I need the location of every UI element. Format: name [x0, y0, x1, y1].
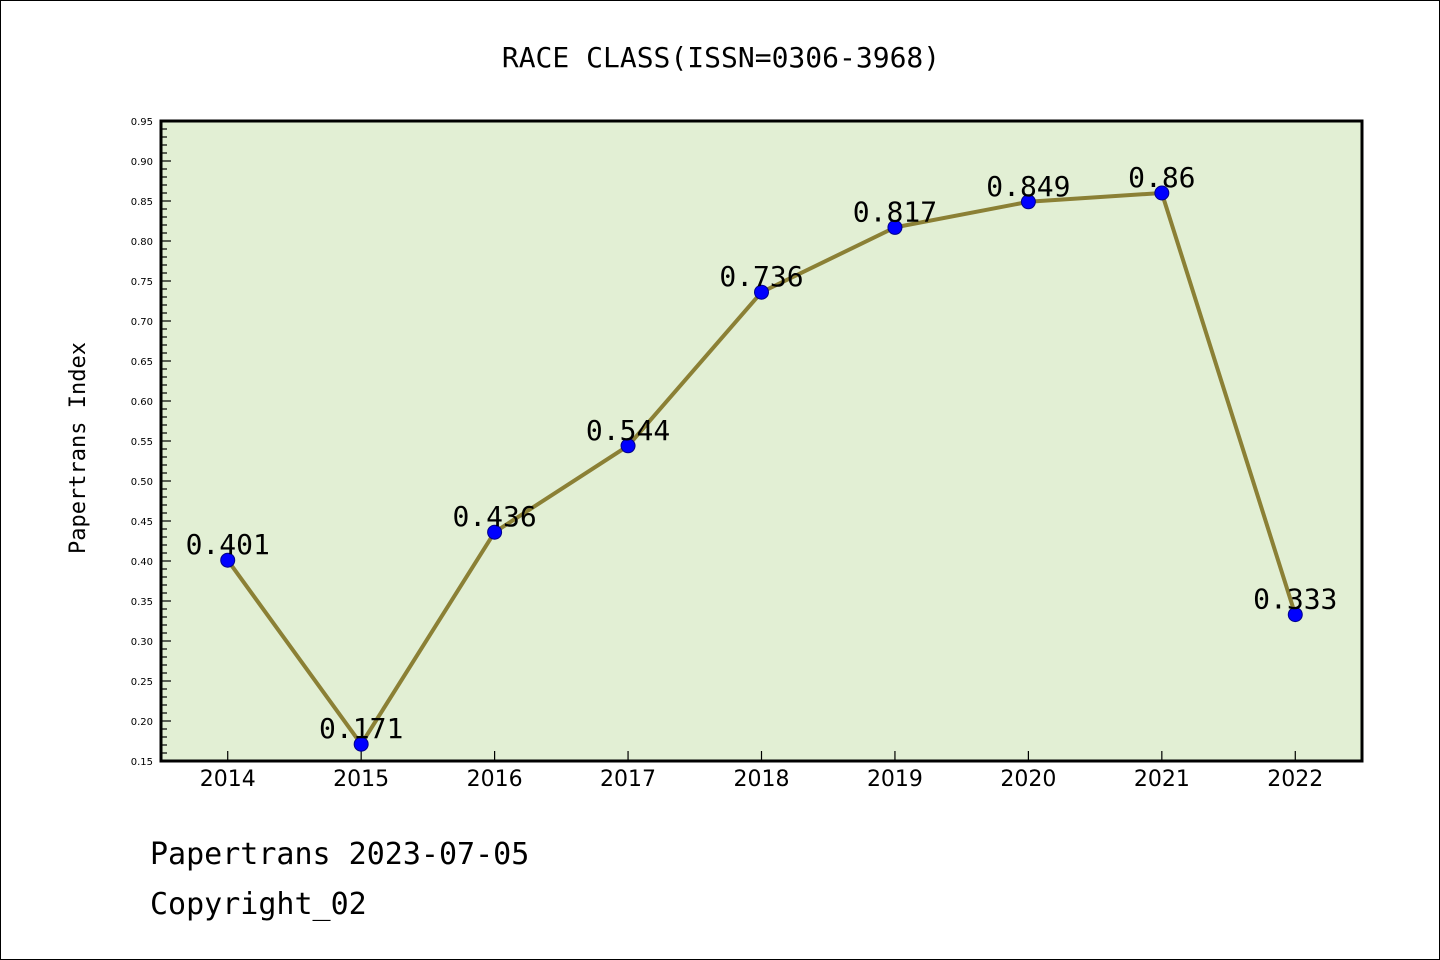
y-tick-label: 0.45 [131, 517, 153, 528]
y-tick-label: 0.40 [131, 557, 153, 568]
data-label: 0.736 [719, 260, 803, 293]
plot-area [161, 121, 1362, 761]
y-axis-label: Papertrans Index [66, 342, 91, 554]
data-point [220, 552, 236, 568]
data-label: 0.401 [186, 528, 270, 561]
x-tick-label: 2022 [1267, 767, 1323, 792]
data-label: 0.436 [452, 500, 536, 533]
y-tick-label: 0.90 [131, 157, 153, 168]
x-tick-label: 2020 [1000, 767, 1056, 792]
data-point [1287, 607, 1303, 623]
data-point [487, 524, 503, 540]
y-tick-label: 0.25 [131, 677, 153, 688]
y-tick-label: 0.75 [131, 277, 153, 288]
x-tick-label: 2016 [467, 767, 523, 792]
x-tick-label: 2019 [867, 767, 923, 792]
chart-title: RACE CLASS(ISSN=0306-3968) [502, 41, 940, 74]
x-tick-label: 2017 [600, 767, 656, 792]
x-tick-label: 2014 [200, 767, 256, 792]
y-tick-label: 0.95 [131, 117, 153, 128]
plot-frame [159, 119, 1364, 763]
data-label: 0.849 [986, 170, 1070, 203]
y-tick-label: 0.15 [131, 757, 153, 768]
y-tick-label: 0.30 [131, 637, 153, 648]
y-tick-label: 0.70 [131, 317, 153, 328]
footer-date: Papertrans 2023-07-05 [150, 837, 530, 872]
y-tick-label: 0.80 [131, 237, 153, 248]
x-tick-label: 2015 [333, 767, 389, 792]
y-tick-label: 0.85 [131, 197, 153, 208]
y-tick-label: 0.65 [131, 357, 153, 368]
data-point [620, 438, 636, 454]
data-label: 0.544 [586, 414, 670, 447]
y-tick-label: 0.60 [131, 397, 153, 408]
x-tick-label: 2018 [734, 767, 790, 792]
y-tick-label: 0.50 [131, 477, 153, 488]
x-tick-label: 2021 [1134, 767, 1190, 792]
data-label: 0.86 [1128, 161, 1195, 194]
y-tick-label: 0.55 [131, 437, 153, 448]
data-point [887, 219, 903, 235]
data-point [1020, 194, 1036, 210]
y-tick-label: 0.20 [131, 717, 153, 728]
data-label: 0.817 [853, 195, 937, 228]
data-point [754, 284, 769, 300]
footer-copyright: Copyright_02 [150, 887, 367, 922]
y-tick-label: 0.35 [131, 597, 153, 608]
data-label: 0.171 [319, 712, 403, 745]
data-point [353, 736, 369, 752]
data-label: 0.333 [1253, 583, 1337, 616]
data-point [1154, 185, 1170, 201]
